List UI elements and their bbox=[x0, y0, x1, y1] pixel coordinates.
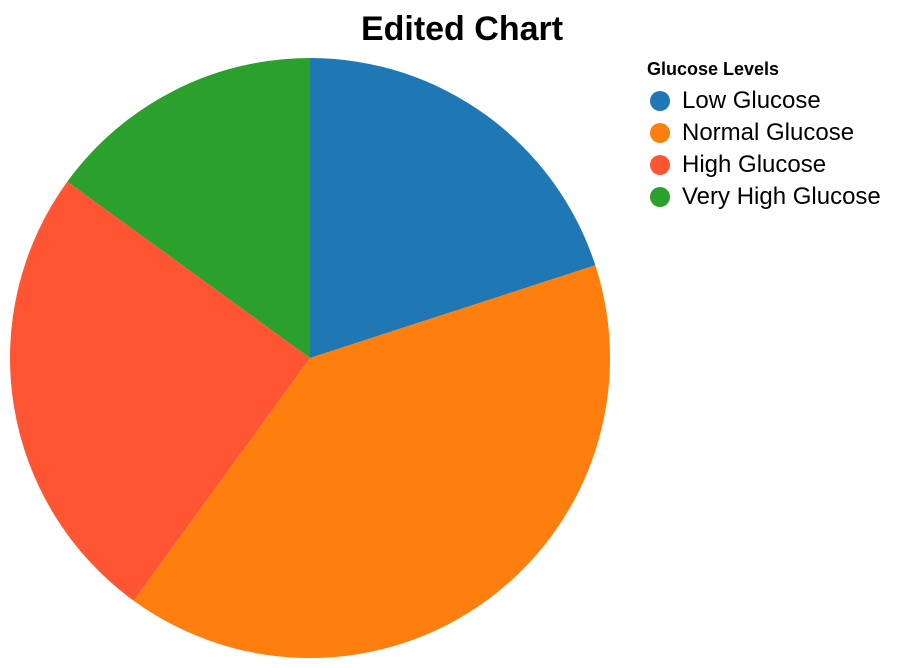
legend-swatch bbox=[650, 123, 670, 143]
legend-swatch bbox=[650, 155, 670, 175]
pie-slice-normal-glucose bbox=[133, 265, 611, 659]
pie-slice-very-high-glucose bbox=[67, 58, 310, 358]
legend-item-normal-glucose: Normal Glucose bbox=[647, 117, 881, 149]
legend-title: Glucose Levels bbox=[647, 59, 780, 79]
legend-label: Normal Glucose bbox=[682, 119, 855, 146]
pie-slice-low-glucose bbox=[310, 58, 596, 358]
legend-item-very-high-glucose: Very High Glucose bbox=[647, 181, 881, 213]
legend-label: High Glucose bbox=[682, 151, 827, 178]
pie-slice-high-glucose bbox=[9, 181, 311, 601]
legend-label: Very High Glucose bbox=[682, 183, 881, 210]
legend-items: Low Glucose Normal Glucose High Glucose Ver… bbox=[647, 85, 881, 213]
chart-title: Edited Chart bbox=[360, 10, 564, 48]
legend-item-low-glucose: Low Glucose bbox=[647, 85, 881, 117]
legend: Glucose Levels Low Glucose Normal Glucose… bbox=[647, 57, 881, 213]
legend-swatch bbox=[650, 91, 670, 111]
legend-item-high-glucose: High Glucose bbox=[647, 149, 881, 181]
legend-label: Low Glucose bbox=[682, 87, 821, 114]
legend-swatch bbox=[650, 187, 670, 207]
